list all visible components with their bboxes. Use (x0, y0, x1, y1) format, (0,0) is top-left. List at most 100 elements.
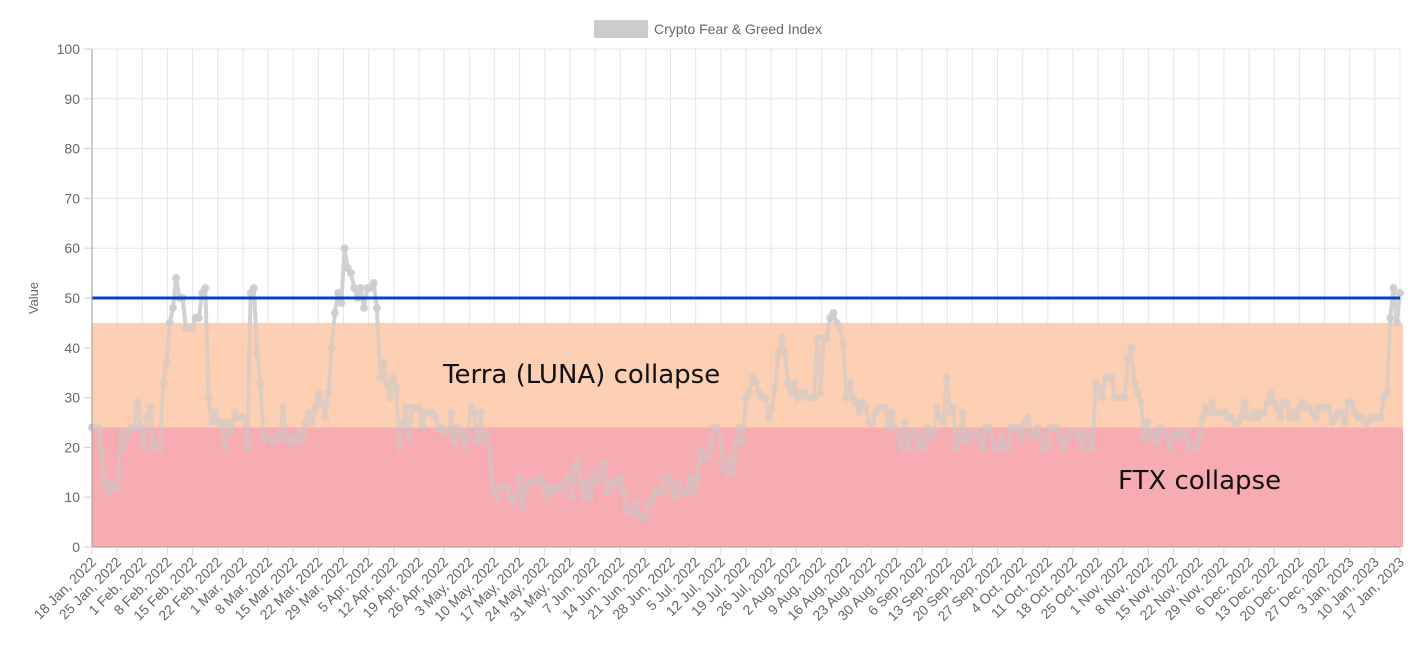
data-point (389, 373, 398, 382)
data-point (94, 423, 103, 432)
data-point (220, 443, 229, 452)
data-point (359, 303, 368, 312)
data-point (1120, 393, 1129, 402)
data-point (223, 418, 232, 427)
data-point (1124, 353, 1133, 362)
data-point (1263, 398, 1272, 407)
data-point (188, 323, 197, 332)
data-point (923, 423, 932, 432)
data-point (958, 408, 967, 417)
data-point (1075, 433, 1084, 442)
data-point (392, 383, 401, 392)
data-point (890, 423, 899, 432)
data-point (143, 413, 152, 422)
data-point (1130, 378, 1139, 387)
data-point (631, 498, 640, 507)
data-point (541, 493, 550, 502)
band-overlay (92, 427, 1403, 547)
data-point (1282, 398, 1291, 407)
y-tick-label: 10 (64, 489, 80, 505)
data-point (868, 418, 877, 427)
data-point (1347, 398, 1356, 407)
data-point (398, 418, 407, 427)
data-point (845, 378, 854, 387)
data-point (337, 298, 346, 307)
legend-swatch[interactable] (594, 20, 648, 38)
data-point (201, 284, 210, 293)
data-point (1324, 403, 1333, 412)
data-point (1337, 408, 1346, 417)
data-point (602, 488, 611, 497)
data-point (1195, 433, 1204, 442)
data-point (712, 423, 721, 432)
data-point (683, 483, 692, 492)
data-point (751, 378, 760, 387)
data-point (133, 398, 142, 407)
data-point (476, 408, 485, 417)
data-point (512, 493, 521, 502)
data-point (227, 428, 236, 437)
data-point (1162, 433, 1171, 442)
data-point (745, 388, 754, 397)
data-point (379, 358, 388, 367)
data-point (1192, 443, 1201, 452)
data-point (997, 433, 1006, 442)
data-point (1396, 289, 1404, 298)
data-point (593, 478, 602, 487)
data-point (275, 433, 284, 442)
data-point (327, 343, 336, 352)
data-point (211, 408, 220, 417)
data-point (486, 453, 495, 462)
data-point (1098, 393, 1107, 402)
data-point (686, 473, 695, 482)
data-point (835, 323, 844, 332)
data-point (431, 413, 440, 422)
data-point (356, 284, 365, 293)
data-point (291, 438, 300, 447)
data-point (1240, 398, 1249, 407)
data-point (852, 398, 861, 407)
data-point (376, 373, 385, 382)
data-point (243, 443, 252, 452)
data-point (952, 443, 961, 452)
data-point (975, 433, 984, 442)
data-point (304, 408, 313, 417)
data-point (301, 418, 310, 427)
data-point (567, 493, 576, 502)
data-point (887, 408, 896, 417)
data-point (502, 483, 511, 492)
data-point (308, 418, 317, 427)
data-point (787, 388, 796, 397)
data-point (146, 403, 155, 412)
data-point (780, 348, 789, 357)
data-point (573, 458, 582, 467)
data-point (884, 423, 893, 432)
data-point (1013, 423, 1022, 432)
data-point (1272, 403, 1281, 412)
data-point (920, 443, 929, 452)
data-point (706, 443, 715, 452)
data-point (563, 473, 572, 482)
chart-legend[interactable]: Crypto Fear & Greed Index (594, 20, 822, 38)
data-point (881, 403, 890, 412)
data-point (1107, 373, 1116, 382)
data-point (913, 443, 922, 452)
data-point (1166, 443, 1175, 452)
data-point (583, 478, 592, 487)
data-point (538, 473, 547, 482)
data-point (482, 428, 491, 437)
annotation-label: Terra (LUNA) collapse (442, 360, 720, 390)
data-point (117, 428, 126, 437)
data-point (674, 478, 683, 487)
legend-label[interactable]: Crypto Fear & Greed Index (654, 21, 822, 37)
data-point (670, 493, 679, 502)
data-point (897, 443, 906, 452)
data-point (113, 483, 122, 492)
data-point (139, 443, 148, 452)
data-point (463, 433, 472, 442)
data-point (1043, 443, 1052, 452)
data-point (1292, 413, 1301, 422)
data-point (1056, 433, 1065, 442)
data-point (207, 418, 216, 427)
